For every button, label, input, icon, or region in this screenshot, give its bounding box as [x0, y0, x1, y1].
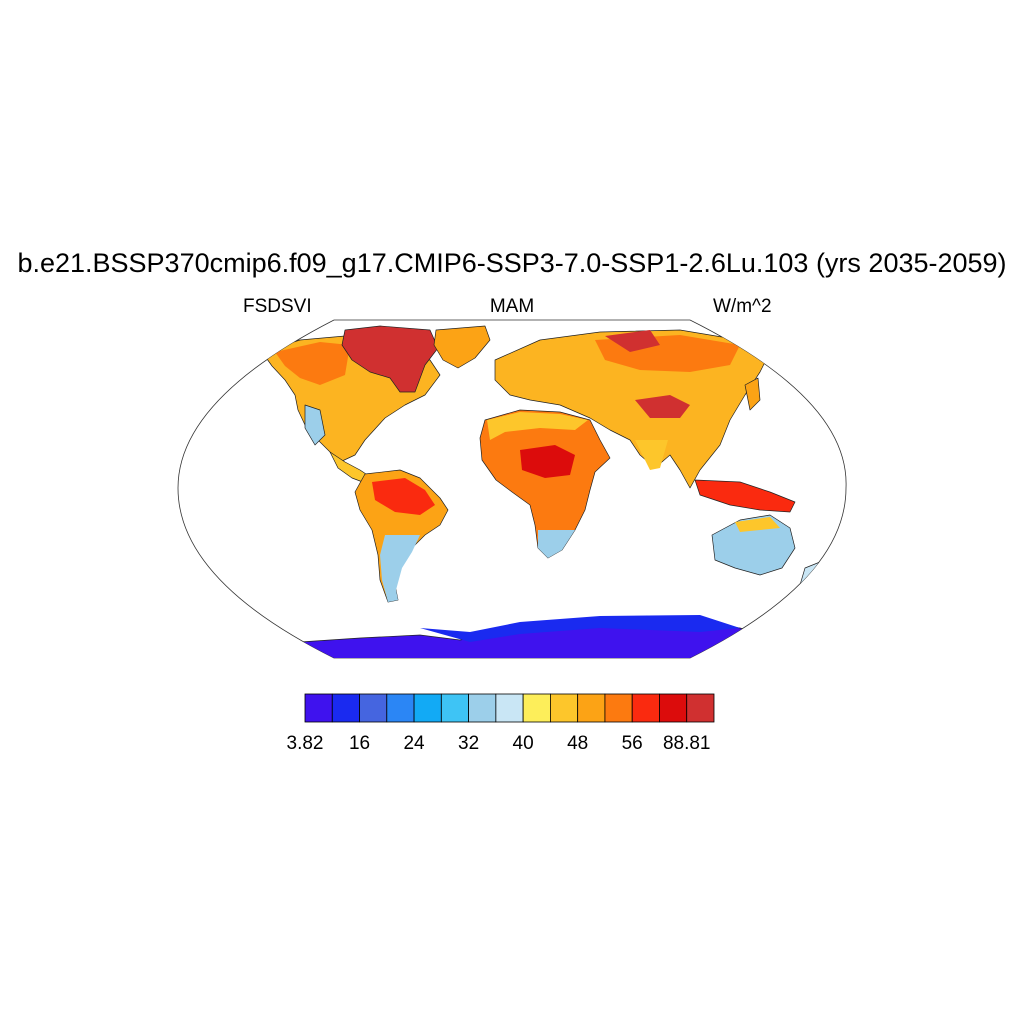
south-america-cool: [380, 535, 420, 602]
variable-label: FSDSVI: [243, 296, 312, 317]
colorbar-swatch: [577, 693, 606, 723]
antarctica-edge: [420, 615, 740, 642]
japan: [744, 377, 761, 411]
colorbar-swatch: [413, 693, 442, 723]
amazon-hot: [372, 478, 435, 515]
greenland: [433, 325, 491, 369]
colorbar-tick-label: 56: [621, 733, 643, 754]
colorbar-swatch: [304, 693, 333, 723]
tibet-hot: [635, 395, 690, 418]
sahel-hot: [520, 445, 575, 478]
maritime-continent: [694, 479, 796, 513]
australia-north-warm: [735, 517, 780, 532]
colorbar-swatch: [686, 693, 715, 723]
colorbar-tick-label: 3.82: [286, 733, 324, 754]
colorbar-swatch: [468, 693, 497, 723]
colorbar-swatch: [604, 693, 633, 723]
colorbar-tick-label: 32: [458, 733, 480, 754]
colorbar-swatch: [386, 693, 415, 723]
colorbar-swatch: [331, 693, 360, 723]
colorbar-swatch: [631, 693, 660, 723]
canadian-arctic: [341, 325, 439, 393]
colorbar-swatch: [440, 693, 470, 723]
colorbar-swatch: [359, 693, 388, 723]
colorbar-tick-label: 16: [348, 733, 371, 754]
colorbar-swatch: [550, 693, 579, 723]
units-label: W/m^2: [713, 296, 772, 317]
north-america-north-hot: [275, 342, 350, 385]
north-africa-yellow: [487, 412, 588, 440]
southern-africa-cool: [538, 530, 575, 558]
colorbar-tick-label: 48: [567, 733, 589, 754]
colorbar-tick-label: 88.81: [662, 733, 711, 754]
colorbar-tick-label: 40: [512, 733, 534, 754]
season-label: MAM: [489, 296, 535, 317]
colorbar-tick-label: 24: [403, 733, 425, 754]
west-coast-cool: [304, 404, 326, 446]
colorbar-swatch: [495, 693, 524, 723]
colorbar: [304, 693, 715, 723]
colorbar-swatch: [659, 693, 688, 723]
india: [635, 440, 668, 470]
colorbar-swatch: [522, 693, 551, 723]
chart-title: b.e21.BSSP370cmip6.f09_g17.CMIP6-SSP3-7.…: [17, 248, 1007, 278]
australia: [711, 514, 796, 576]
arctic-hot: [605, 330, 660, 352]
